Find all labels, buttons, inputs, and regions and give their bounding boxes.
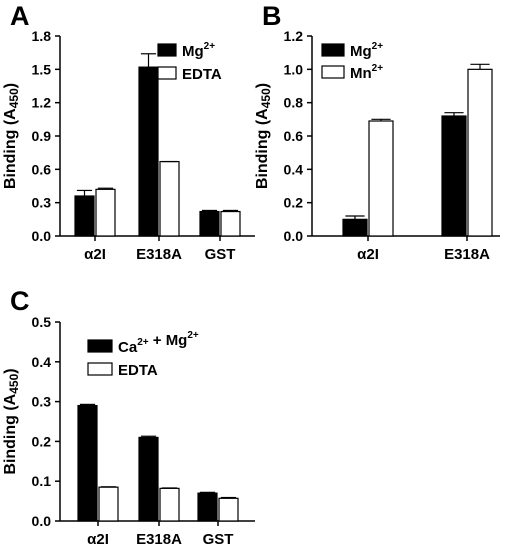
- y-tick-label: 0.0: [32, 228, 52, 244]
- y-tick-label: 0.3: [32, 394, 52, 410]
- y-axis-title-close: ): [2, 368, 19, 373]
- legend-swatch: [321, 43, 345, 57]
- bar-open: [98, 486, 119, 522]
- bar-filled: [77, 404, 98, 522]
- y-tick-label: 0.3: [32, 195, 52, 211]
- y-axis-title-sub: A: [254, 108, 271, 120]
- legend-label: Mg2+: [182, 41, 215, 60]
- legend-swatch: [87, 362, 113, 376]
- legend-label-superscript: 2+: [204, 41, 216, 52]
- y-tick-label: 0.5: [32, 314, 52, 330]
- bar-open: [467, 68, 493, 237]
- bar-filled: [342, 218, 368, 237]
- legend-label: EDTA: [182, 66, 222, 83]
- legend-swatch: [87, 339, 113, 353]
- legend-label-main: Ca: [118, 339, 138, 356]
- x-tick-label: E318A: [136, 531, 182, 547]
- x-tick-label: α2I: [84, 246, 106, 263]
- legend-label: Mn2+: [350, 63, 383, 82]
- legend-label: EDTA: [118, 362, 158, 379]
- y-axis-title-subscript: 450: [259, 88, 273, 108]
- legend-swatch: [321, 65, 345, 79]
- bar-filled: [138, 436, 159, 522]
- panel-label: C: [10, 286, 30, 316]
- y-axis-title-main: Binding (: [254, 119, 271, 189]
- panel-label: A: [10, 1, 30, 31]
- bar-open: [159, 160, 180, 237]
- bar-open: [95, 188, 116, 237]
- panel-b: B 0.0 0.2 0.4 0.6 0.8 1.0 1.2 Binding (A450) α2I E…: [254, 1, 500, 263]
- y-axis-title-close: ): [254, 83, 271, 88]
- y-tick-label: 1.2: [32, 95, 52, 111]
- y-axis-title-subscript: 450: [7, 373, 21, 393]
- legend-swatch: [157, 43, 177, 57]
- x-tick-label: GST: [205, 246, 236, 263]
- y-axis-title-main: Binding (: [2, 119, 19, 189]
- legend: Mg2+ EDTA: [157, 41, 222, 83]
- legend-label-tail: + Mg: [149, 332, 188, 349]
- x-tick-label: E318A: [136, 246, 182, 263]
- legend: Ca2+ + Mg2+EDTA: [87, 330, 199, 379]
- y-axis-title-sub: A: [2, 393, 19, 405]
- y-axis-title-main: Binding (: [2, 405, 19, 475]
- x-tick-label: α2I: [87, 531, 109, 547]
- y-tick-label: 0.6: [284, 128, 304, 144]
- legend-label-tail-superscript: 2+: [187, 330, 199, 341]
- bar-filled: [138, 66, 159, 237]
- legend-label: Mg2+: [350, 41, 383, 60]
- y-tick-label: 0.4: [32, 354, 52, 370]
- y-axis-title-close: ): [2, 83, 19, 88]
- panel-c: C 0.0 0.1 0.2 0.3 0.4 0.5 Binding (A450) α2I E318…: [2, 286, 255, 547]
- y-axis-title-sub: A: [2, 108, 19, 120]
- y-tick-label: 1.5: [32, 61, 52, 77]
- x-tick-label: GST: [203, 531, 234, 547]
- y-tick-label: 1.8: [32, 28, 52, 44]
- legend-label-main: EDTA: [118, 362, 158, 379]
- y-tick-label: 0.4: [284, 161, 304, 177]
- legend-swatch: [157, 66, 177, 80]
- bar-filled: [74, 195, 95, 237]
- y-tick-label: 0.8: [284, 95, 304, 111]
- y-tick-label: 1.0: [284, 61, 304, 77]
- legend: Mg2+Mn2+: [321, 41, 383, 82]
- legend-label-main: Mn: [350, 65, 372, 82]
- bar-filled: [441, 115, 467, 237]
- bar-filled: [199, 210, 220, 237]
- bar-open: [159, 487, 180, 522]
- bar-open: [220, 210, 241, 237]
- legend-label-superscript: 2+: [137, 337, 149, 348]
- legend-label-superscript: 2+: [372, 63, 384, 74]
- y-axis-title: Binding (A450): [254, 83, 273, 189]
- y-axis-title: Binding (A450): [2, 83, 21, 189]
- y-tick-label: 0.9: [32, 128, 52, 144]
- y-axis-title-subscript: 450: [7, 88, 21, 108]
- x-tick-label: α2I: [357, 246, 379, 263]
- bar-filled: [197, 492, 218, 522]
- legend-label-main: EDTA: [182, 66, 222, 83]
- bar-open: [218, 497, 239, 522]
- y-tick-label: 0.0: [284, 228, 304, 244]
- y-tick-label: 0.1: [32, 473, 52, 489]
- legend-label-main: Mg: [182, 43, 204, 60]
- y-tick-label: 0.6: [32, 161, 52, 177]
- bar-open: [368, 120, 394, 237]
- legend-label-superscript: 2+: [372, 41, 384, 52]
- y-tick-label: 0.0: [32, 513, 52, 529]
- y-tick-label: 0.2: [284, 195, 304, 211]
- legend-label: Ca2+ + Mg2+: [118, 330, 199, 356]
- x-tick-label: E318A: [444, 246, 490, 263]
- y-tick-label: 0.2: [32, 433, 52, 449]
- legend-label-main: Mg: [350, 43, 372, 60]
- panel-label: B: [262, 1, 282, 31]
- y-axis-title: Binding (A450): [2, 368, 21, 474]
- y-tick-label: 1.2: [284, 28, 304, 44]
